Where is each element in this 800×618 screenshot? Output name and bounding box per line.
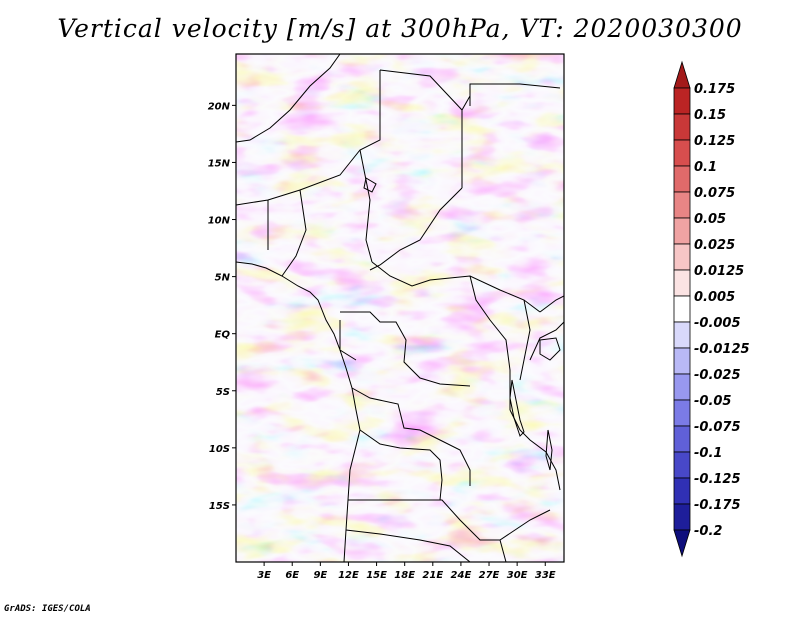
grads-credit: GrADS: IGES/COLA <box>4 604 91 614</box>
colorbar-level-label: 0.025 <box>694 238 735 253</box>
colorbar-level-label: -0.0125 <box>694 342 750 357</box>
country-borders <box>236 54 564 562</box>
colorbar-level-label: -0.1 <box>694 446 722 461</box>
lon-tick-label: 9E <box>313 570 327 581</box>
colorbar-level-label: -0.005 <box>694 316 741 331</box>
latitude-axis: 20N 15N 10N 5N EQ 5S 10S 15S <box>208 101 236 512</box>
lon-tick-label: 18E <box>394 570 415 581</box>
lat-tick-label: 15N <box>208 158 231 169</box>
lon-tick-label: 15E <box>366 570 387 581</box>
colorbar-level-label: 0.175 <box>694 82 735 97</box>
colorbar-level-label: -0.125 <box>694 472 741 487</box>
colorbar-box <box>673 321 691 349</box>
colorbar-level-label: -0.025 <box>694 368 741 383</box>
colorbar-box <box>673 295 691 323</box>
lon-tick-label: 33E <box>535 570 556 581</box>
colorbar-box <box>673 243 691 271</box>
lon-tick-label: 3E <box>257 570 271 581</box>
colorbar-box <box>673 425 691 453</box>
colorbar-level-label: -0.075 <box>694 420 741 435</box>
lon-tick-label: 24E <box>451 570 472 581</box>
colorbar-level-label: 0.05 <box>694 212 726 227</box>
map-frame <box>235 53 565 563</box>
colorbar-box <box>673 503 691 531</box>
lat-tick-label: 5N <box>215 273 231 284</box>
colorbar-box <box>673 191 691 219</box>
colorbar-level-label: 0.125 <box>694 134 735 149</box>
colorbar-box <box>673 113 691 141</box>
colorbar-box <box>673 477 691 505</box>
colorbar-box <box>673 87 691 115</box>
lat-tick-label: 5S <box>216 387 230 398</box>
colorbar-level-label: -0.2 <box>694 524 722 539</box>
colorbar-box <box>673 165 691 193</box>
colorbar: 0.175 0.15 0.125 0.1 0.075 0.05 0.025 0.0125 0.0… <box>673 60 750 558</box>
colorbar-bottom-triangle <box>673 529 691 558</box>
colorbar-level-label: 0.15 <box>694 108 726 123</box>
colorbar-level-label: -0.175 <box>694 498 741 513</box>
colorbar-level-label: 0.005 <box>694 290 735 305</box>
colorbar-box <box>673 399 691 427</box>
lon-tick-label: 6E <box>285 570 299 581</box>
colorbar-box <box>673 347 691 375</box>
lake-chad <box>363 177 377 193</box>
colorbar-level-label: 0.0125 <box>694 264 744 279</box>
lon-tick-label: 30E <box>507 570 528 581</box>
lat-tick-label: 10S <box>209 444 230 455</box>
lon-tick-label: 21E <box>422 570 443 581</box>
colorbar-level-label: 0.1 <box>694 160 717 175</box>
lat-tick-label: 10N <box>208 216 231 227</box>
lake-malawi <box>545 429 553 471</box>
colorbar-top-triangle <box>673 60 691 89</box>
lake-tanganyika <box>509 379 525 437</box>
colorbar-box <box>673 373 691 401</box>
lake-victoria <box>539 337 561 361</box>
chart-title: Vertical velocity [m/s] at 300hPa, VT: 2… <box>57 14 743 43</box>
lon-tick-label: 12E <box>338 570 359 581</box>
colorbar-box <box>673 217 691 245</box>
lat-tick-label: 15S <box>209 501 230 512</box>
lat-tick-label: EQ <box>215 330 231 341</box>
longitude-axis: 3E 6E 9E 12E 15E 18E 21E 24E 27E 30E 33E <box>257 562 556 581</box>
colorbar-level-label: -0.05 <box>694 394 731 409</box>
colorbar-box <box>673 451 691 479</box>
colorbar-box <box>673 269 691 297</box>
lat-tick-label: 20N <box>208 101 231 112</box>
colorbar-level-label: 0.075 <box>694 186 735 201</box>
velocity-field <box>236 54 564 562</box>
colorbar-box <box>673 139 691 167</box>
lon-tick-label: 27E <box>479 570 500 581</box>
